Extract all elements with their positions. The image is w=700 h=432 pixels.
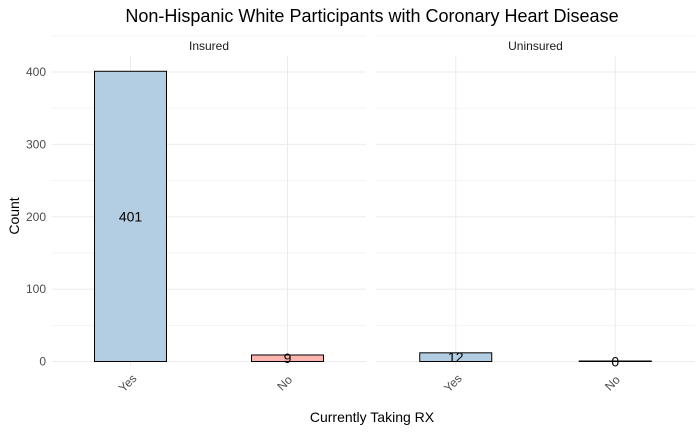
- y-tick-label: 200: [26, 210, 46, 224]
- bar-value-label: 0: [611, 354, 619, 370]
- x-tick-label: Yes: [441, 371, 465, 395]
- x-tick-label: No: [274, 373, 295, 394]
- facet-panel-insured: Insured 401 Yes 9 No: [52, 35, 366, 395]
- bar-uninsured-yes: [419, 352, 493, 363]
- facet-panel-uninsured: Uninsured 12 Yes 0 No: [376, 35, 695, 395]
- bar-insured-yes: [94, 70, 167, 363]
- y-tick-label: 100: [26, 282, 46, 296]
- bar-uninsured-no: [578, 360, 652, 362]
- bar-value-label: 12: [448, 349, 464, 365]
- y-axis: 0 100 200 300 400: [26, 65, 46, 369]
- bar-value-label: 401: [119, 208, 143, 224]
- facet-panels: Insured 401 Yes 9 No Uninsured 12 Yes 0 No: [52, 35, 695, 395]
- facet-strip-label: Uninsured: [508, 39, 563, 53]
- bar-insured-no: [251, 354, 324, 362]
- facet-strip-label: Insured: [189, 39, 229, 53]
- bar-value-label: 9: [284, 350, 292, 366]
- y-tick-label: 300: [26, 137, 46, 151]
- y-tick-label: 0: [39, 355, 46, 369]
- x-axis-title: Currently Taking RX: [310, 409, 435, 425]
- chart-title: Non-Hispanic White Participants with Cor…: [125, 6, 618, 26]
- x-tick-label: Yes: [116, 371, 140, 395]
- x-tick-label: No: [602, 373, 623, 394]
- y-axis-title: Count: [6, 197, 22, 234]
- y-tick-label: 400: [26, 65, 46, 79]
